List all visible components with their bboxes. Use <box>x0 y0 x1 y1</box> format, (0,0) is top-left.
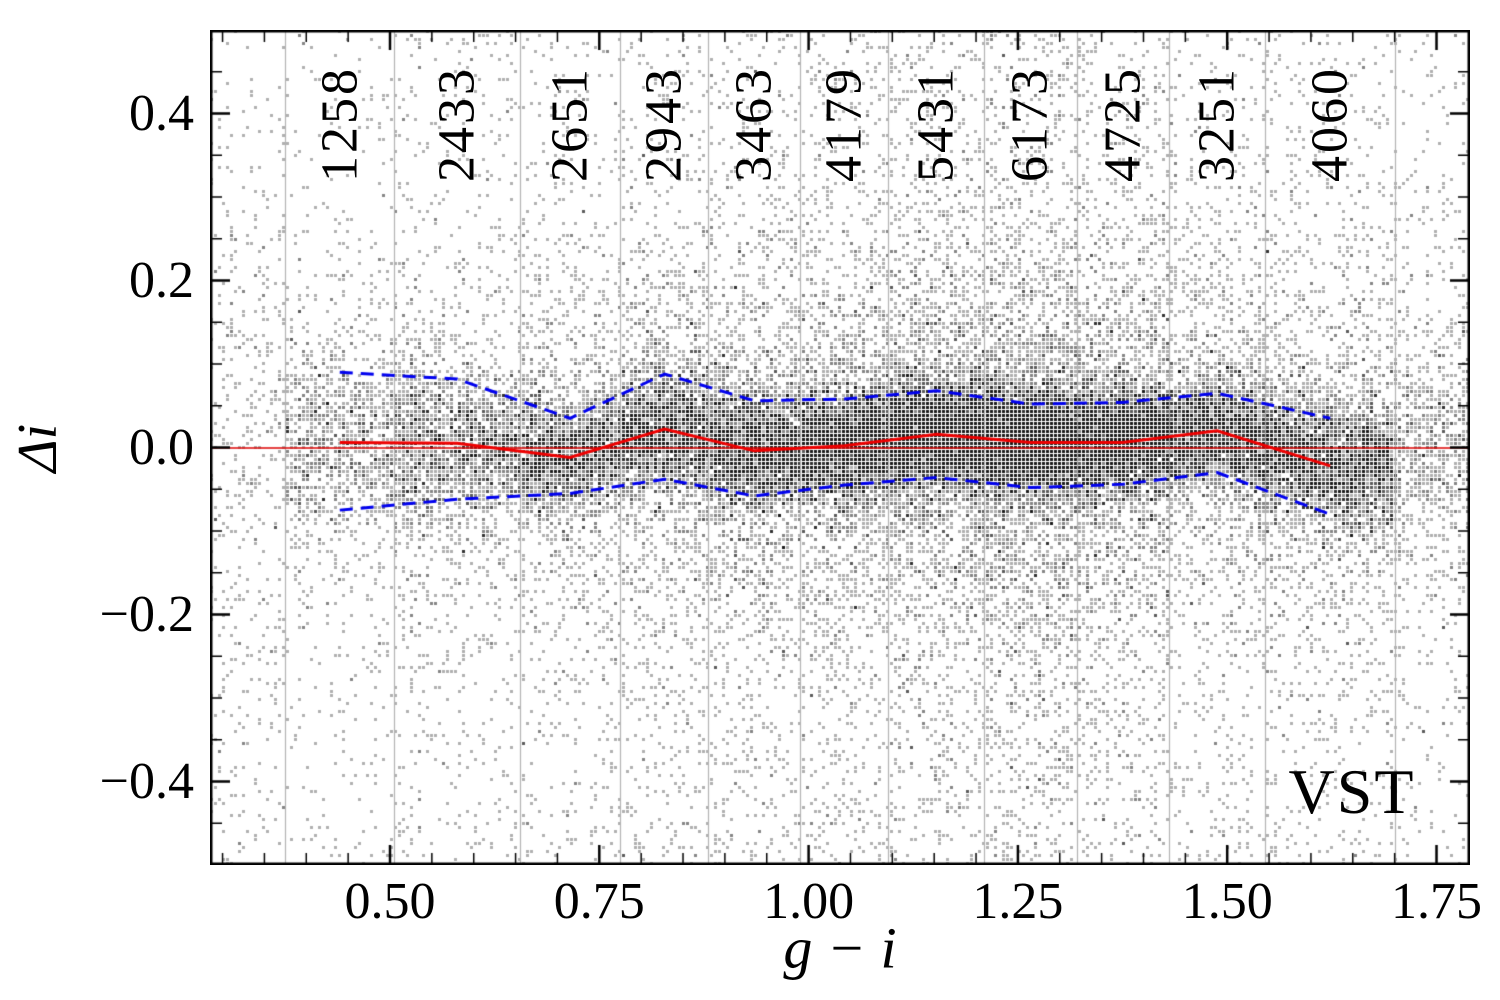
x-tick-label: 0.75 <box>553 873 645 930</box>
bin-count-label: 3463 <box>725 66 783 182</box>
x-tick-label: 1.50 <box>1181 873 1273 930</box>
x-tick-label: 1.75 <box>1391 873 1482 930</box>
bin-count-label: 5431 <box>907 66 965 182</box>
y-tick-label: 0.0 <box>129 418 194 476</box>
x-axis-label: g − i <box>783 915 897 981</box>
bin-count-label: 3251 <box>1188 66 1246 182</box>
x-tick-label: 1.00 <box>763 873 855 930</box>
scatter-density-canvas <box>210 30 1470 865</box>
y-tick-label: 0.4 <box>129 84 194 142</box>
bin-count-label: 4725 <box>1094 66 1152 182</box>
y-tick-label: −0.2 <box>99 585 194 643</box>
bin-count-label: 4179 <box>815 66 873 182</box>
y-tick-label: 0.2 <box>129 251 194 309</box>
bin-count-label: 1258 <box>311 66 369 182</box>
y-tick-label: −0.4 <box>99 752 194 810</box>
bin-count-label: 2651 <box>541 66 599 182</box>
bin-count-label: 2943 <box>635 66 693 182</box>
x-tick-label: 0.50 <box>344 873 436 930</box>
x-tick-label: 1.25 <box>972 873 1064 930</box>
bin-count-label: 6173 <box>1001 66 1059 182</box>
bin-count-label: 4060 <box>1301 66 1359 182</box>
bin-count-label: 2433 <box>428 66 486 182</box>
survey-annotation: VST <box>1288 756 1416 827</box>
plot-area <box>210 30 1470 865</box>
